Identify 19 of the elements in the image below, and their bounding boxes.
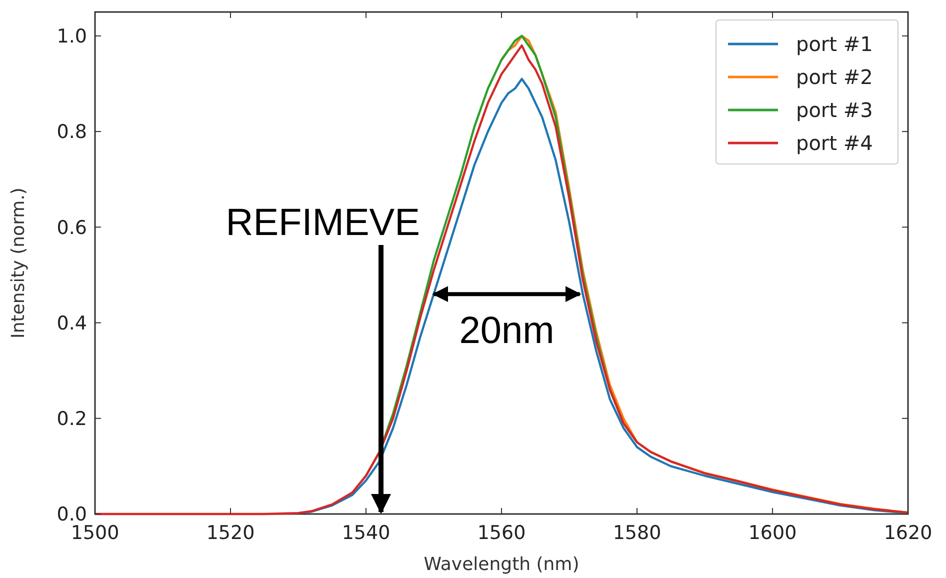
- x-axis-title: Wavelength (nm): [424, 554, 580, 575]
- x-tick-label: 1540: [342, 522, 390, 544]
- x-tick-label: 1560: [477, 522, 526, 544]
- y-tick-label: 0.6: [56, 216, 87, 239]
- x-tick-label: 1620: [884, 522, 932, 544]
- legend-label: port #1: [796, 32, 873, 56]
- x-tick-label: 1520: [206, 522, 255, 544]
- legend-label: port #2: [796, 65, 873, 89]
- y-tick-label: 1.0: [56, 26, 87, 48]
- x-tick-label: 1580: [612, 522, 662, 544]
- annotation: 20nm: [459, 310, 554, 352]
- y-axis-title: Intensity (norm.): [8, 188, 29, 338]
- y-tick-label: 0.2: [56, 408, 87, 430]
- x-tick-label: 1600: [748, 522, 797, 544]
- annotation: REFIMEVE: [226, 202, 420, 244]
- legend-label: port #4: [796, 131, 873, 155]
- y-tick-label: 0.8: [56, 121, 87, 144]
- legend-label: port #3: [796, 98, 873, 122]
- y-tick-label: 0.4: [56, 312, 87, 334]
